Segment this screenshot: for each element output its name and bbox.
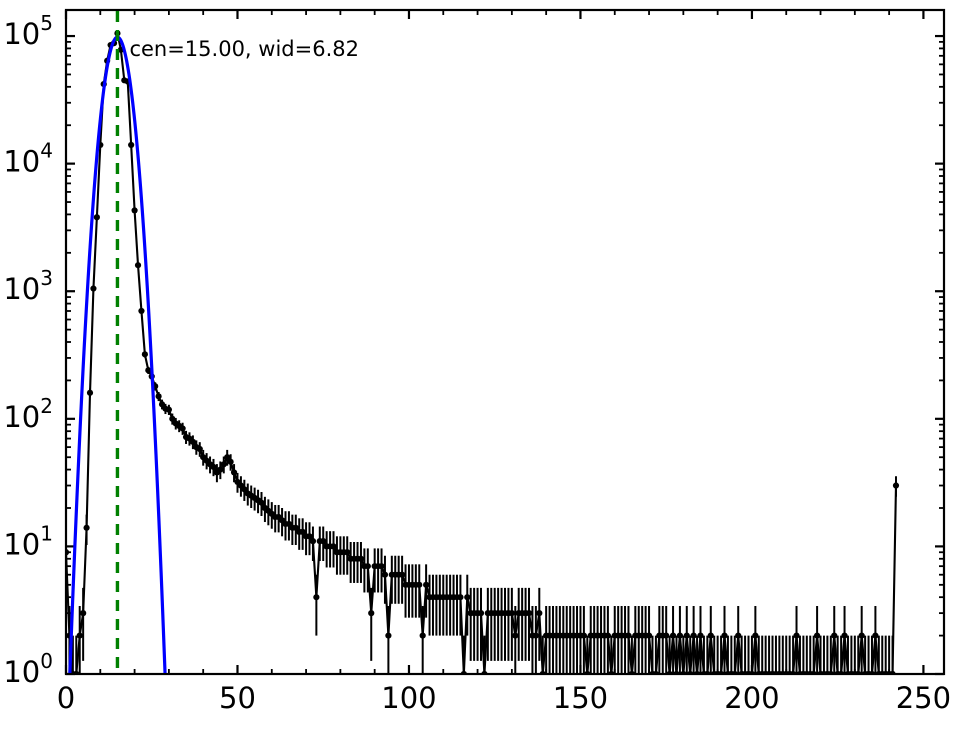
y-tick-label: 105: [3, 11, 53, 52]
x-axis-tick-labels: 0 50 100 150 200 250: [57, 681, 951, 715]
axes-frame: [64, 8, 946, 676]
x-tick-label: 0: [57, 681, 75, 715]
x-tick-label: 100: [381, 681, 436, 715]
x-tick-label: 150: [553, 681, 608, 715]
x-tick-label: 250: [896, 681, 951, 715]
x-tick-label: 200: [724, 681, 779, 715]
y-axis-ticks: [66, 34, 944, 676]
x-tick-label: 50: [219, 681, 256, 715]
y-tick-label: 104: [3, 138, 53, 179]
y-tick-label: 101: [3, 521, 53, 562]
fit-annotation-text: cen=15.00, wid=6.82: [129, 37, 359, 61]
